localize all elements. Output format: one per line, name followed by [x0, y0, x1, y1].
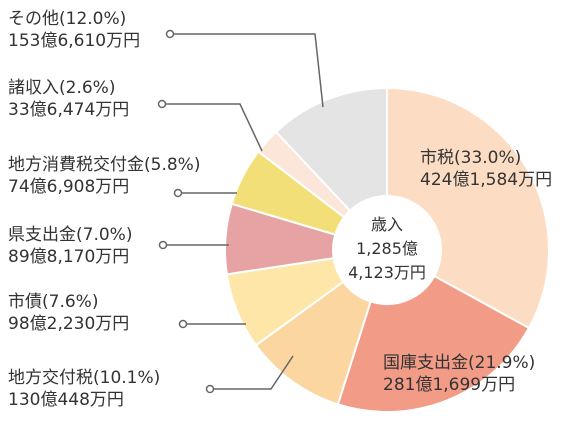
leader-dot-3 — [178, 319, 188, 329]
center-label-line-3: 4,123万円 — [348, 263, 426, 282]
slice-label-name-7: その他(12.0%) — [8, 9, 126, 29]
leader-dot-7 — [165, 29, 175, 39]
leader-line-6 — [162, 103, 263, 152]
slice-label-amount-3: 98億2,230万円 — [8, 314, 129, 334]
slice-label-name-5: 地方消費税交付金(5.8%) — [8, 155, 200, 175]
leader-dot-6 — [157, 99, 167, 109]
slice-label-name-1: 国庫支出金(21.9%) — [383, 353, 535, 373]
slice-label-amount-1: 281億1,699万円 — [383, 375, 515, 395]
leader-dot-2 — [205, 384, 215, 394]
slice-label-name-3: 市債(7.6%) — [8, 292, 98, 312]
slice-label-amount-0: 424億1,584万円 — [420, 170, 552, 190]
slice-label-name-0: 市税(33.0%) — [420, 148, 521, 168]
slice-label-amount-6: 33億6,474万円 — [8, 100, 129, 120]
leader-lines — [157, 29, 324, 394]
leader-line-7 — [170, 33, 324, 108]
slice-label-name-2: 地方交付税(10.1%) — [8, 368, 160, 388]
donut-hole — [333, 196, 441, 304]
slice-label-amount-2: 130億448万円 — [8, 390, 124, 410]
slice-label-amount-5: 74億6,908万円 — [8, 177, 129, 197]
center-label: 歳入 1,285億 4,123万円 — [348, 215, 426, 282]
slice-label-amount-7: 153億6,610万円 — [8, 31, 140, 51]
leader-dot-5 — [173, 188, 183, 198]
slice-label-name-6: 諸収入(2.6%) — [8, 78, 115, 98]
center-label-line-1: 歳入 — [371, 215, 403, 234]
slice-labels: 市税(33.0%)424億1,584万円国庫支出金(21.9%)281億1,69… — [8, 9, 552, 410]
slice-label-name-4: 県支出金(7.0%) — [8, 225, 132, 245]
center-label-line-2: 1,285億 — [356, 239, 418, 258]
slice-label-amount-4: 89億8,170万円 — [8, 247, 129, 267]
leader-dot-4 — [158, 240, 168, 250]
pie-slices — [224, 86, 550, 413]
leader-line-2 — [210, 355, 294, 390]
